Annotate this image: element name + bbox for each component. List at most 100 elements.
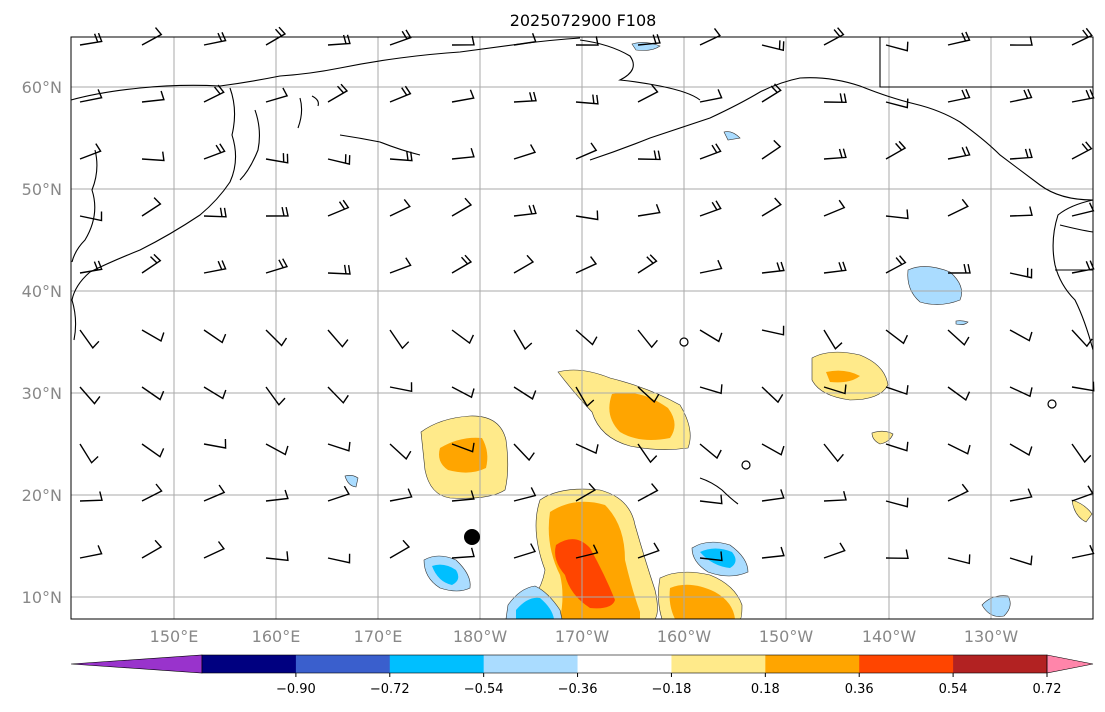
- wind-barb: [761, 197, 782, 217]
- wind-barb: [1009, 329, 1033, 342]
- wind-barb: [451, 147, 475, 160]
- wind-barb: [761, 40, 785, 52]
- longitude-labels: 150°E 160°E 170°E 180°W 170°W 160°W 150°…: [150, 627, 1019, 646]
- wind-barb: [141, 197, 162, 217]
- wind-barb: [513, 91, 537, 103]
- wind-barb: [141, 483, 163, 502]
- wind-barb: [823, 384, 847, 395]
- wind-barb: [451, 386, 475, 399]
- map-panel: [70, 26, 1095, 620]
- colorbar-tick-label: −0.54: [464, 682, 504, 697]
- wind-barb: [389, 488, 413, 502]
- colorbar-segment: [765, 655, 860, 673]
- wind-barb: [575, 256, 598, 274]
- lat-label: 20°N: [22, 486, 62, 505]
- positive-anomaly-region: [871, 430, 894, 445]
- colorbar-tick-label: −0.18: [652, 682, 692, 697]
- colorbar-tick-label: −0.90: [276, 682, 316, 697]
- wind-barb: [389, 539, 411, 559]
- graticule: [71, 37, 1093, 619]
- wind-barb: [513, 443, 535, 462]
- wind-barb: [1009, 206, 1033, 217]
- colorbar-extend-min: [70, 654, 203, 674]
- wind-barb: [885, 255, 907, 274]
- colorbar-tick-label: −0.36: [558, 682, 598, 697]
- wind-barb: [203, 438, 227, 449]
- negative-anomaly-core: [432, 564, 459, 585]
- colorbar-segment: [671, 655, 766, 673]
- colorbar-tick-label: 0.54: [939, 682, 968, 697]
- colorbar: −0.90 −0.72 −0.54 −0.36 −0.18 0.18 0.36 0.54 0.7…: [70, 654, 1094, 697]
- wind-barb: [947, 263, 971, 274]
- wind-barb: [823, 542, 846, 559]
- wind-barb: [327, 34, 351, 46]
- wind-barb: [203, 84, 225, 103]
- wind-barb: [699, 384, 723, 395]
- wind-barb: [575, 386, 595, 408]
- wind-barb: [823, 27, 845, 46]
- wind-barb: [327, 441, 351, 452]
- wind-barb: [513, 329, 533, 351]
- wind-barb: [265, 206, 289, 217]
- wind-barb: [575, 210, 599, 221]
- wind-barb: [327, 264, 351, 275]
- wind-barb: [699, 494, 723, 505]
- positive-anomaly-core: [826, 370, 860, 383]
- wind-barb: [265, 329, 288, 347]
- wind-barb: [885, 140, 907, 160]
- wind-barb: [327, 154, 351, 165]
- wind-barb: [141, 386, 165, 401]
- wind-barb: [79, 386, 101, 405]
- wind-barb: [947, 146, 971, 160]
- wind-barb: [761, 83, 782, 103]
- positive-anomaly-core: [439, 437, 488, 473]
- wind-barb: [1009, 555, 1033, 566]
- calm-wind-marker: [679, 337, 689, 347]
- map-title: 2025072900 F108: [510, 11, 657, 30]
- wind-barb: [327, 199, 350, 217]
- colorbar-segment: [859, 655, 954, 673]
- wind-barb: [637, 386, 660, 403]
- wind-barb: [265, 443, 289, 456]
- wind-barb: [79, 329, 100, 350]
- wind-barb: [79, 545, 103, 559]
- wind-barb: [1009, 148, 1033, 160]
- wind-barb: [823, 491, 847, 502]
- wind-barb: [389, 382, 413, 393]
- contour-fill-layer: [344, 42, 1093, 620]
- wind-barb: [699, 259, 723, 274]
- wind-barb: [947, 554, 971, 565]
- wind-barb: [203, 329, 227, 344]
- wind-barb: [1009, 267, 1033, 279]
- wind-barb: [761, 546, 785, 559]
- wind-barb: [575, 482, 597, 502]
- wind-barb: [141, 329, 165, 343]
- wind-barb: [389, 198, 411, 217]
- wind-barb: [203, 484, 226, 502]
- wind-barb: [637, 483, 659, 502]
- wind-barb: [451, 442, 475, 453]
- wind-barb: [327, 329, 349, 348]
- wind-barb: [389, 257, 412, 274]
- wind-barb: [761, 443, 785, 456]
- lon-label: 170°W: [555, 627, 610, 646]
- wind-barb: [513, 204, 537, 217]
- wind-barb: [947, 443, 971, 455]
- wind-barb: [141, 253, 162, 274]
- wind-barb: [141, 151, 165, 162]
- wind-barb: [327, 553, 351, 564]
- wind-barb: [885, 549, 909, 560]
- wind-barb: [327, 83, 349, 103]
- wind-barb: [885, 441, 909, 452]
- wind-barb: [1009, 386, 1033, 398]
- positive-anomaly-peak: [555, 539, 615, 609]
- wind-barb: [451, 490, 475, 502]
- wind-barb: [1009, 88, 1033, 103]
- colorbar-segment: [202, 655, 297, 673]
- wind-barb: [141, 27, 163, 46]
- wind-barb: [451, 89, 475, 103]
- wind-barb: [265, 489, 289, 502]
- wind-barb: [575, 544, 599, 559]
- wind-barb: [885, 98, 909, 109]
- wind-barb: [513, 33, 537, 46]
